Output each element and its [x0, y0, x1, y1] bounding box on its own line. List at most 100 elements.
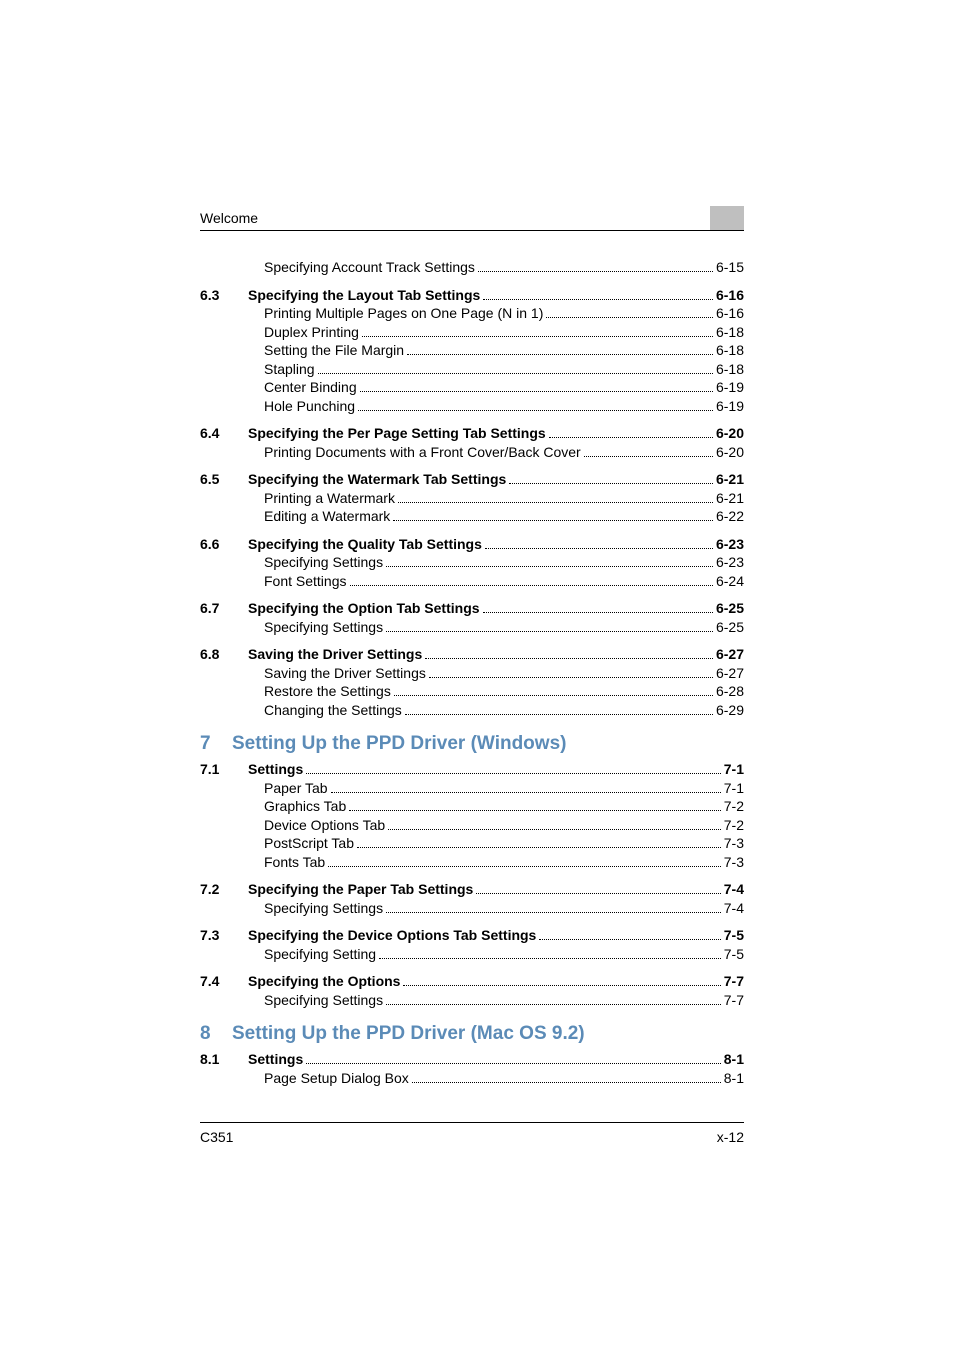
- leader-dots: [407, 354, 713, 355]
- leader-dots: [412, 1082, 721, 1083]
- toc-subitem: Hole Punching 6-19: [200, 398, 744, 416]
- toc-label: Device Options Tab: [264, 817, 385, 835]
- toc-label: Changing the Settings: [264, 702, 402, 720]
- toc-label: PostScript Tab: [264, 835, 354, 853]
- toc-page: 7-1: [724, 761, 744, 779]
- toc-label: Specifying the Option Tab Settings: [248, 600, 480, 618]
- leader-dots: [393, 520, 713, 521]
- toc-subitem: Specifying Settings 7-7: [200, 992, 744, 1010]
- toc-page: 6-29: [716, 702, 744, 720]
- section-block: 7.2Specifying the Paper Tab Settings 7-4…: [200, 881, 744, 917]
- toc-label: Setting the File Margin: [264, 342, 404, 360]
- toc-label: Specifying Settings: [264, 900, 383, 918]
- toc-page: 6-27: [716, 646, 744, 664]
- leader-dots: [362, 336, 713, 337]
- toc-page: 6-18: [716, 324, 744, 342]
- chapter-title: Setting Up the PPD Driver (Mac OS 9.2): [232, 1023, 585, 1045]
- toc-label: Fonts Tab: [264, 854, 325, 872]
- toc-subitem: Font Settings 6-24: [200, 573, 744, 591]
- toc-label: Stapling: [264, 361, 315, 379]
- toc-label: Specifying Account Track Settings: [264, 259, 475, 277]
- chapter-number: 7: [200, 733, 232, 755]
- footer-left: C351: [200, 1129, 233, 1145]
- section-block: Specifying Account Track Settings 6-15: [200, 259, 744, 277]
- leader-dots: [349, 810, 721, 811]
- footer-right: x-12: [717, 1129, 744, 1145]
- section-number: 6.4: [200, 425, 248, 443]
- leader-dots: [483, 612, 713, 613]
- toc-section: 6.7Specifying the Option Tab Settings 6-…: [200, 600, 744, 618]
- toc-page: 6-21: [716, 471, 744, 489]
- leader-dots: [386, 631, 713, 632]
- leader-dots: [360, 391, 713, 392]
- toc-label: Printing Multiple Pages on One Page (N i…: [264, 305, 543, 323]
- toc-page: 7-4: [724, 881, 744, 899]
- toc-label: Specifying Settings: [264, 992, 383, 1010]
- toc-subitem: Restore the Settings 6-28: [200, 683, 744, 701]
- section-number: 6.8: [200, 646, 248, 664]
- toc-label: Specifying Setting: [264, 946, 376, 964]
- toc-page: 6-25: [716, 600, 744, 618]
- leader-dots: [318, 373, 713, 374]
- toc-label: Printing a Watermark: [264, 490, 395, 508]
- toc-subitem: PostScript Tab 7-3: [200, 835, 744, 853]
- toc-label: Specifying Settings: [264, 619, 383, 637]
- leader-dots: [483, 299, 713, 300]
- section-block: 7.3Specifying the Device Options Tab Set…: [200, 927, 744, 963]
- leader-dots: [485, 548, 713, 549]
- leader-dots: [403, 985, 720, 986]
- toc-label: Editing a Watermark: [264, 508, 390, 526]
- toc-subitem: Fonts Tab 7-3: [200, 854, 744, 872]
- section-block: 7.4Specifying the Options 7-7Specifying …: [200, 973, 744, 1009]
- toc-subitem: Device Options Tab 7-2: [200, 817, 744, 835]
- toc-content: Specifying Account Track Settings 6-15 6.…: [200, 258, 744, 1097]
- toc-page: 6-27: [716, 665, 744, 683]
- toc-section: 6.3Specifying the Layout Tab Settings 6-…: [200, 287, 744, 305]
- toc-section: 8.1Settings 8-1: [200, 1051, 744, 1069]
- toc-subitem: Paper Tab 7-1: [200, 780, 744, 798]
- section-block: 6.4Specifying the Per Page Setting Tab S…: [200, 425, 744, 461]
- toc-page: 7-3: [724, 854, 744, 872]
- toc-subitem: Stapling 6-18: [200, 361, 744, 379]
- toc-subitem: Specifying Settings 6-25: [200, 619, 744, 637]
- toc-subitem: Center Binding 6-19: [200, 379, 744, 397]
- section-block: 6.6Specifying the Quality Tab Settings 6…: [200, 536, 744, 591]
- toc-page: 7-1: [724, 780, 744, 798]
- toc-section: 6.5Specifying the Watermark Tab Settings…: [200, 471, 744, 489]
- toc-label: Hole Punching: [264, 398, 355, 416]
- toc-label: Duplex Printing: [264, 324, 359, 342]
- page: Welcome Specifying Account Track Setting…: [0, 0, 954, 1350]
- toc-label: Specifying the Options: [248, 973, 400, 991]
- section-number: 6.7: [200, 600, 248, 618]
- section-number: 7.3: [200, 927, 248, 945]
- toc-page: 6-24: [716, 573, 744, 591]
- toc-label: Specifying the Watermark Tab Settings: [248, 471, 506, 489]
- section-block: 6.3Specifying the Layout Tab Settings 6-…: [200, 287, 744, 416]
- toc-page: 8-1: [724, 1051, 744, 1069]
- toc-page: 6-15: [716, 259, 744, 277]
- leader-dots: [350, 585, 713, 586]
- chapter-heading: 8Setting Up the PPD Driver (Mac OS 9.2): [200, 1023, 744, 1045]
- toc-label: Center Binding: [264, 379, 357, 397]
- toc-section: 6.4Specifying the Per Page Setting Tab S…: [200, 425, 744, 443]
- toc-page: 6-21: [716, 490, 744, 508]
- section-number: 7.1: [200, 761, 248, 779]
- leader-dots: [398, 502, 713, 503]
- toc-label: Paper Tab: [264, 780, 328, 798]
- page-footer: C351 x-12: [200, 1122, 744, 1145]
- leader-dots: [386, 566, 713, 567]
- leader-dots: [549, 437, 713, 438]
- toc-label: Specifying Settings: [264, 554, 383, 572]
- section-number: 7.4: [200, 973, 248, 991]
- toc-label: Specifying the Per Page Setting Tab Sett…: [248, 425, 546, 443]
- leader-dots: [546, 317, 713, 318]
- toc-page: 6-22: [716, 508, 744, 526]
- toc-page: 7-3: [724, 835, 744, 853]
- leader-dots: [425, 658, 713, 659]
- toc-page: 7-7: [724, 992, 744, 1010]
- toc-subitem: Duplex Printing 6-18: [200, 324, 744, 342]
- section-block: 6.5Specifying the Watermark Tab Settings…: [200, 471, 744, 526]
- header-title: Welcome: [200, 210, 258, 226]
- leader-dots: [394, 695, 713, 696]
- leader-dots: [405, 714, 713, 715]
